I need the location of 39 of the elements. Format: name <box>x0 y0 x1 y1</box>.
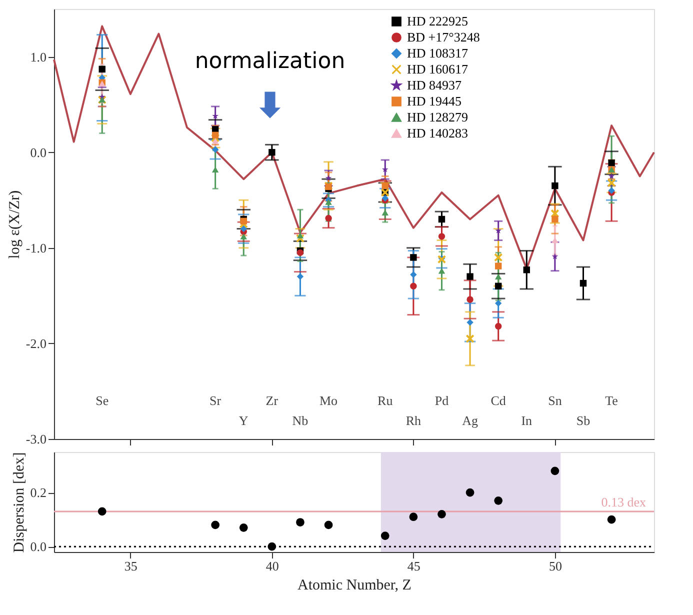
legend-label: HD 84937 <box>407 78 462 92</box>
x-axis-title: Atomic Number, Z <box>298 578 412 594</box>
y-axis-title: Dispersion [dex] <box>11 452 28 553</box>
ref-line-label: 0.13 dex <box>601 494 646 510</box>
legend-label: BD +17°3248 <box>407 30 480 44</box>
annotation: Sb <box>576 413 590 428</box>
x-tick-label: 40 <box>266 558 279 574</box>
annotation: Ru <box>378 393 394 408</box>
x-tick-label: 35 <box>124 558 138 574</box>
y-tick-label: 1.0 <box>30 49 46 64</box>
annotation: Y <box>238 413 249 428</box>
x-tick-label: 45 <box>407 558 420 574</box>
annotation: Se <box>96 393 109 408</box>
annotation: Sr <box>210 393 222 408</box>
y-tick-label: 0.0 <box>30 539 46 554</box>
y-tick-label: -1.0 <box>26 240 46 256</box>
y-tick-label: 0.0 <box>30 144 46 160</box>
y-tick-label: -2.0 <box>26 336 46 351</box>
legend-label: HD 19445 <box>407 94 462 108</box>
y-axis-title: log ε(X/Zr) <box>6 190 23 259</box>
y-tick-label: -3.0 <box>26 432 46 446</box>
annotation: In <box>521 413 533 428</box>
annotation: Cd <box>490 393 506 408</box>
annotation: normalization <box>194 49 346 74</box>
y-tick-label: 0.2 <box>30 485 46 500</box>
legend-label: HD 222925 <box>407 14 468 28</box>
legend-label: HD 128279 <box>407 110 468 124</box>
x-tick-label: 50 <box>548 558 562 574</box>
legend-label: HD 140283 <box>407 126 468 140</box>
annotation: Zr <box>266 393 279 408</box>
annotation: Rh <box>406 413 422 428</box>
annotation: Nb <box>292 413 308 428</box>
annotation: Mo <box>319 393 338 408</box>
annotation: Pd <box>434 393 450 408</box>
legend-label: HD 108317 <box>407 46 469 60</box>
annotation: Ag <box>462 413 478 428</box>
annotation: Te <box>605 393 618 408</box>
legend-label: HD 160617 <box>407 62 469 76</box>
annotation: Sn <box>548 393 562 408</box>
